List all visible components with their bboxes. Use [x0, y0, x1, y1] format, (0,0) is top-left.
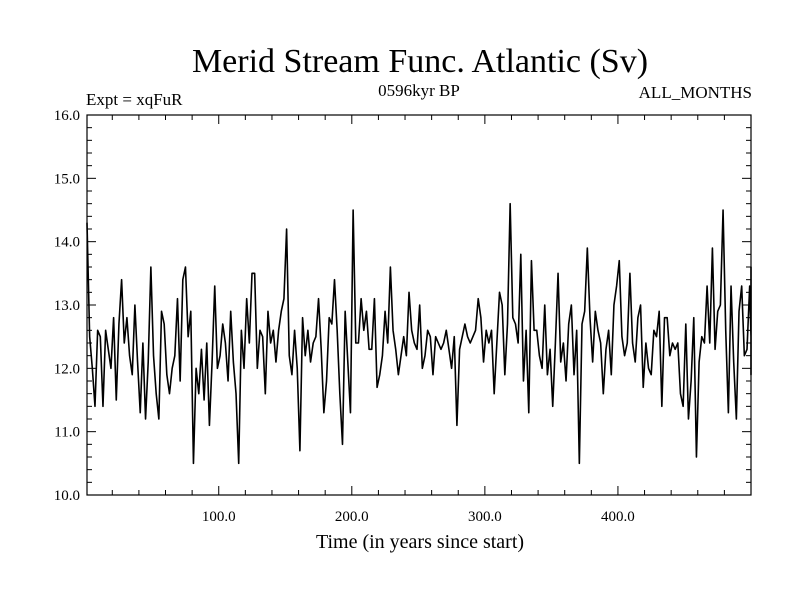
x-tick-label: 400.0 [601, 509, 635, 525]
x-tick-labels: 100.0 200.0 300.0 400.0 [202, 509, 635, 525]
y-tick-label: 15.0 [54, 171, 80, 187]
x-tick-label: 300.0 [468, 509, 502, 525]
y-tick-label: 12.0 [54, 361, 80, 377]
x-tick-label: 200.0 [335, 509, 369, 525]
y-tick-label: 10.0 [54, 488, 80, 504]
subtitle-experiment: Expt = xqFuR [86, 90, 183, 109]
y-tick-labels: 10.0 11.0 12.0 13.0 14.0 15.0 16.0 [54, 108, 80, 504]
y-tick-label: 16.0 [54, 108, 80, 124]
x-tick-label: 100.0 [202, 509, 236, 525]
plot-frame [86, 114, 752, 496]
series-line [86, 202, 752, 465]
subtitle-period: 0596kyr BP [378, 81, 460, 100]
y-tick-label: 11.0 [54, 425, 80, 441]
subtitle-months: ALL_MONTHS [639, 83, 752, 102]
x-axis-label: Time (in years since start) [316, 531, 524, 553]
y-tick-label: 13.0 [54, 298, 80, 314]
chart-title: Merid Stream Func. Atlantic (Sv) [192, 43, 648, 80]
y-tick-label: 14.0 [54, 235, 80, 251]
